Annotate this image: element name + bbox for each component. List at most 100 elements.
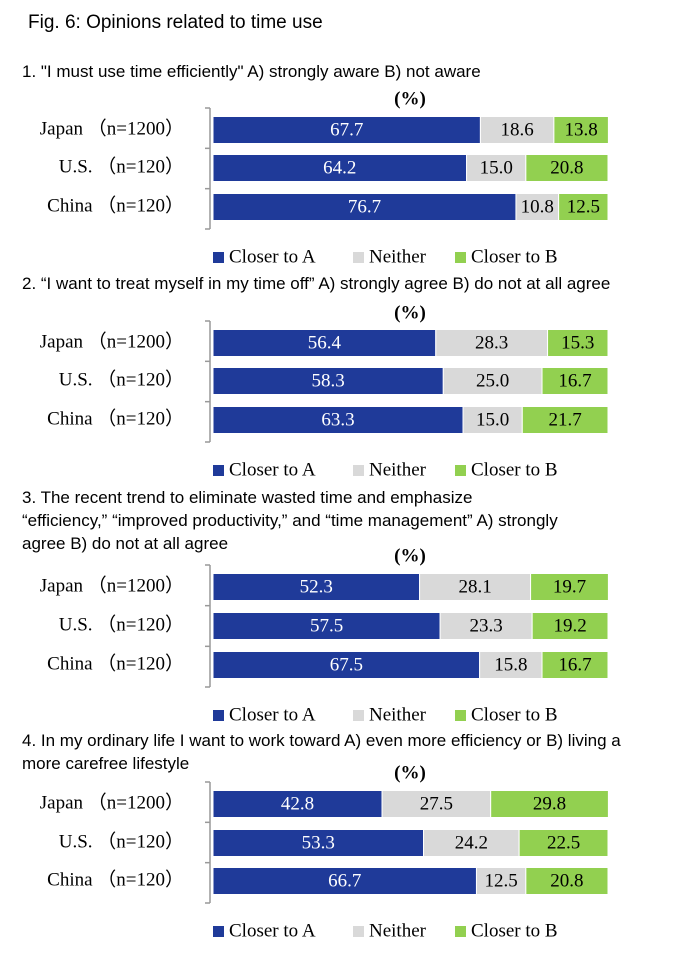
- value-label: 20.8: [550, 157, 583, 178]
- value-label: 27.5: [420, 793, 453, 814]
- category-label: U.S. （n=120）: [59, 830, 184, 852]
- bar-segment: [547, 329, 609, 357]
- legend-label: Neither: [369, 920, 427, 941]
- bar-segment: [475, 867, 527, 895]
- bar-segment: [212, 651, 481, 679]
- legend-swatch: [455, 926, 466, 937]
- chart-title: 2. “I want to treat myself in my time of…: [22, 274, 611, 293]
- legend-swatch: [455, 710, 466, 721]
- value-label: 76.7: [348, 196, 381, 217]
- value-label: 64.2: [323, 157, 356, 178]
- value-label: 25.0: [476, 370, 509, 391]
- category-label: China （n=120）: [47, 868, 184, 890]
- unit-label: (%): [394, 302, 426, 323]
- legend-swatch: [455, 252, 466, 263]
- bar-segment: [490, 790, 609, 818]
- category-label: U.S. （n=120）: [59, 613, 184, 635]
- category-label: China （n=120）: [47, 652, 184, 674]
- value-label: 19.2: [553, 615, 586, 636]
- value-label: 24.2: [455, 832, 488, 853]
- value-label: 21.7: [549, 409, 582, 430]
- legend-label: Neither: [369, 459, 427, 480]
- legend-swatch: [213, 465, 224, 476]
- value-label: 16.7: [558, 654, 591, 675]
- value-label: 28.3: [475, 332, 508, 353]
- value-label: 16.7: [558, 370, 591, 391]
- legend-swatch: [353, 710, 364, 721]
- bar-segment: [518, 829, 609, 857]
- category-label: China （n=120）: [47, 407, 184, 429]
- bar-segment: [530, 573, 609, 601]
- value-label: 15.8: [494, 654, 527, 675]
- value-label: 52.3: [300, 576, 333, 597]
- value-label: 22.5: [547, 832, 580, 853]
- bar-segment: [462, 406, 523, 434]
- unit-label: (%): [394, 762, 426, 783]
- legend-swatch: [353, 252, 364, 263]
- value-label: 53.3: [302, 832, 335, 853]
- category-label: China （n=120）: [47, 194, 184, 216]
- bar-segment: [525, 867, 609, 895]
- chart-title: 3. The recent trend to eliminate wasted …: [22, 488, 558, 553]
- bar-segment: [531, 612, 609, 640]
- value-label: 42.8: [281, 793, 314, 814]
- legend-swatch: [353, 926, 364, 937]
- bar-segment: [212, 193, 517, 221]
- value-label: 20.8: [550, 870, 583, 891]
- value-label: 28.1: [458, 576, 491, 597]
- legend-swatch: [353, 465, 364, 476]
- value-label: 10.8: [521, 196, 554, 217]
- value-label: 66.7: [328, 870, 361, 891]
- legend-label: Closer to B: [471, 459, 558, 480]
- bar-segment: [442, 367, 543, 395]
- bar-segment: [212, 867, 477, 895]
- value-label: 12.5: [485, 870, 518, 891]
- bar-segment: [212, 573, 421, 601]
- legend-label: Closer to A: [229, 920, 316, 941]
- bar-segment: [479, 116, 555, 144]
- value-label: 67.7: [330, 119, 363, 140]
- value-label: 29.8: [533, 793, 566, 814]
- value-label: 13.8: [565, 119, 598, 140]
- bar-segment: [479, 651, 543, 679]
- chart-title: 1. "I must use time efficiently" A) stro…: [22, 62, 481, 81]
- bar-segment: [515, 193, 560, 221]
- legend-swatch: [455, 465, 466, 476]
- bar-segment: [435, 329, 549, 357]
- category-label: Japan （n=1200）: [40, 791, 184, 813]
- unit-label: (%): [394, 88, 426, 109]
- legend-label: Neither: [369, 704, 427, 725]
- legend-label: Closer to A: [229, 246, 316, 267]
- legend-swatch: [213, 926, 224, 937]
- value-label: 12.5: [567, 196, 600, 217]
- legend-label: Closer to A: [229, 459, 316, 480]
- legend-swatch: [213, 252, 224, 263]
- legend-label: Closer to B: [471, 246, 558, 267]
- value-label: 18.6: [501, 119, 534, 140]
- chart-title: 4. In my ordinary life I want to work to…: [22, 731, 621, 773]
- bar-segment: [212, 367, 444, 395]
- unit-label: (%): [394, 545, 426, 566]
- bar-segment: [212, 790, 383, 818]
- figure-title: Fig. 6: Opinions related to time use: [28, 12, 323, 33]
- bar-segment: [212, 406, 464, 434]
- bar-segment: [558, 193, 609, 221]
- value-label: 63.3: [321, 409, 354, 430]
- legend-label: Neither: [369, 246, 427, 267]
- category-label: Japan （n=1200）: [40, 330, 184, 352]
- value-label: 15.0: [476, 409, 509, 430]
- category-label: U.S. （n=120）: [59, 368, 184, 390]
- value-label: 58.3: [312, 370, 345, 391]
- bar-segment: [423, 829, 520, 857]
- bar-segment: [541, 367, 609, 395]
- bar-segment: [419, 573, 532, 601]
- category-label: Japan （n=1200）: [40, 574, 184, 596]
- bar-segment: [525, 154, 609, 182]
- bar-segment: [541, 651, 609, 679]
- bar-segment: [466, 154, 527, 182]
- legend-label: Closer to A: [229, 704, 316, 725]
- value-label: 57.5: [310, 615, 343, 636]
- bar-segment: [381, 790, 492, 818]
- category-label: Japan （n=1200）: [40, 117, 184, 139]
